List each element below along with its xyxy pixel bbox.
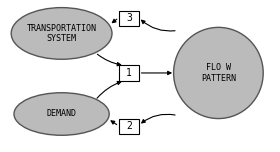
Text: 3: 3 (126, 13, 132, 23)
Text: 2: 2 (126, 121, 132, 131)
Text: TRANSPORTATION
SYSTEM: TRANSPORTATION SYSTEM (27, 24, 97, 43)
Bar (119, 119, 139, 134)
Text: 1: 1 (126, 68, 132, 78)
Text: DEMAND: DEMAND (46, 109, 77, 119)
Text: FLO W
PATTERN: FLO W PATTERN (201, 63, 236, 83)
Ellipse shape (174, 27, 263, 119)
Ellipse shape (14, 93, 109, 135)
Bar (119, 65, 139, 81)
Ellipse shape (11, 8, 112, 59)
Bar (119, 11, 139, 26)
